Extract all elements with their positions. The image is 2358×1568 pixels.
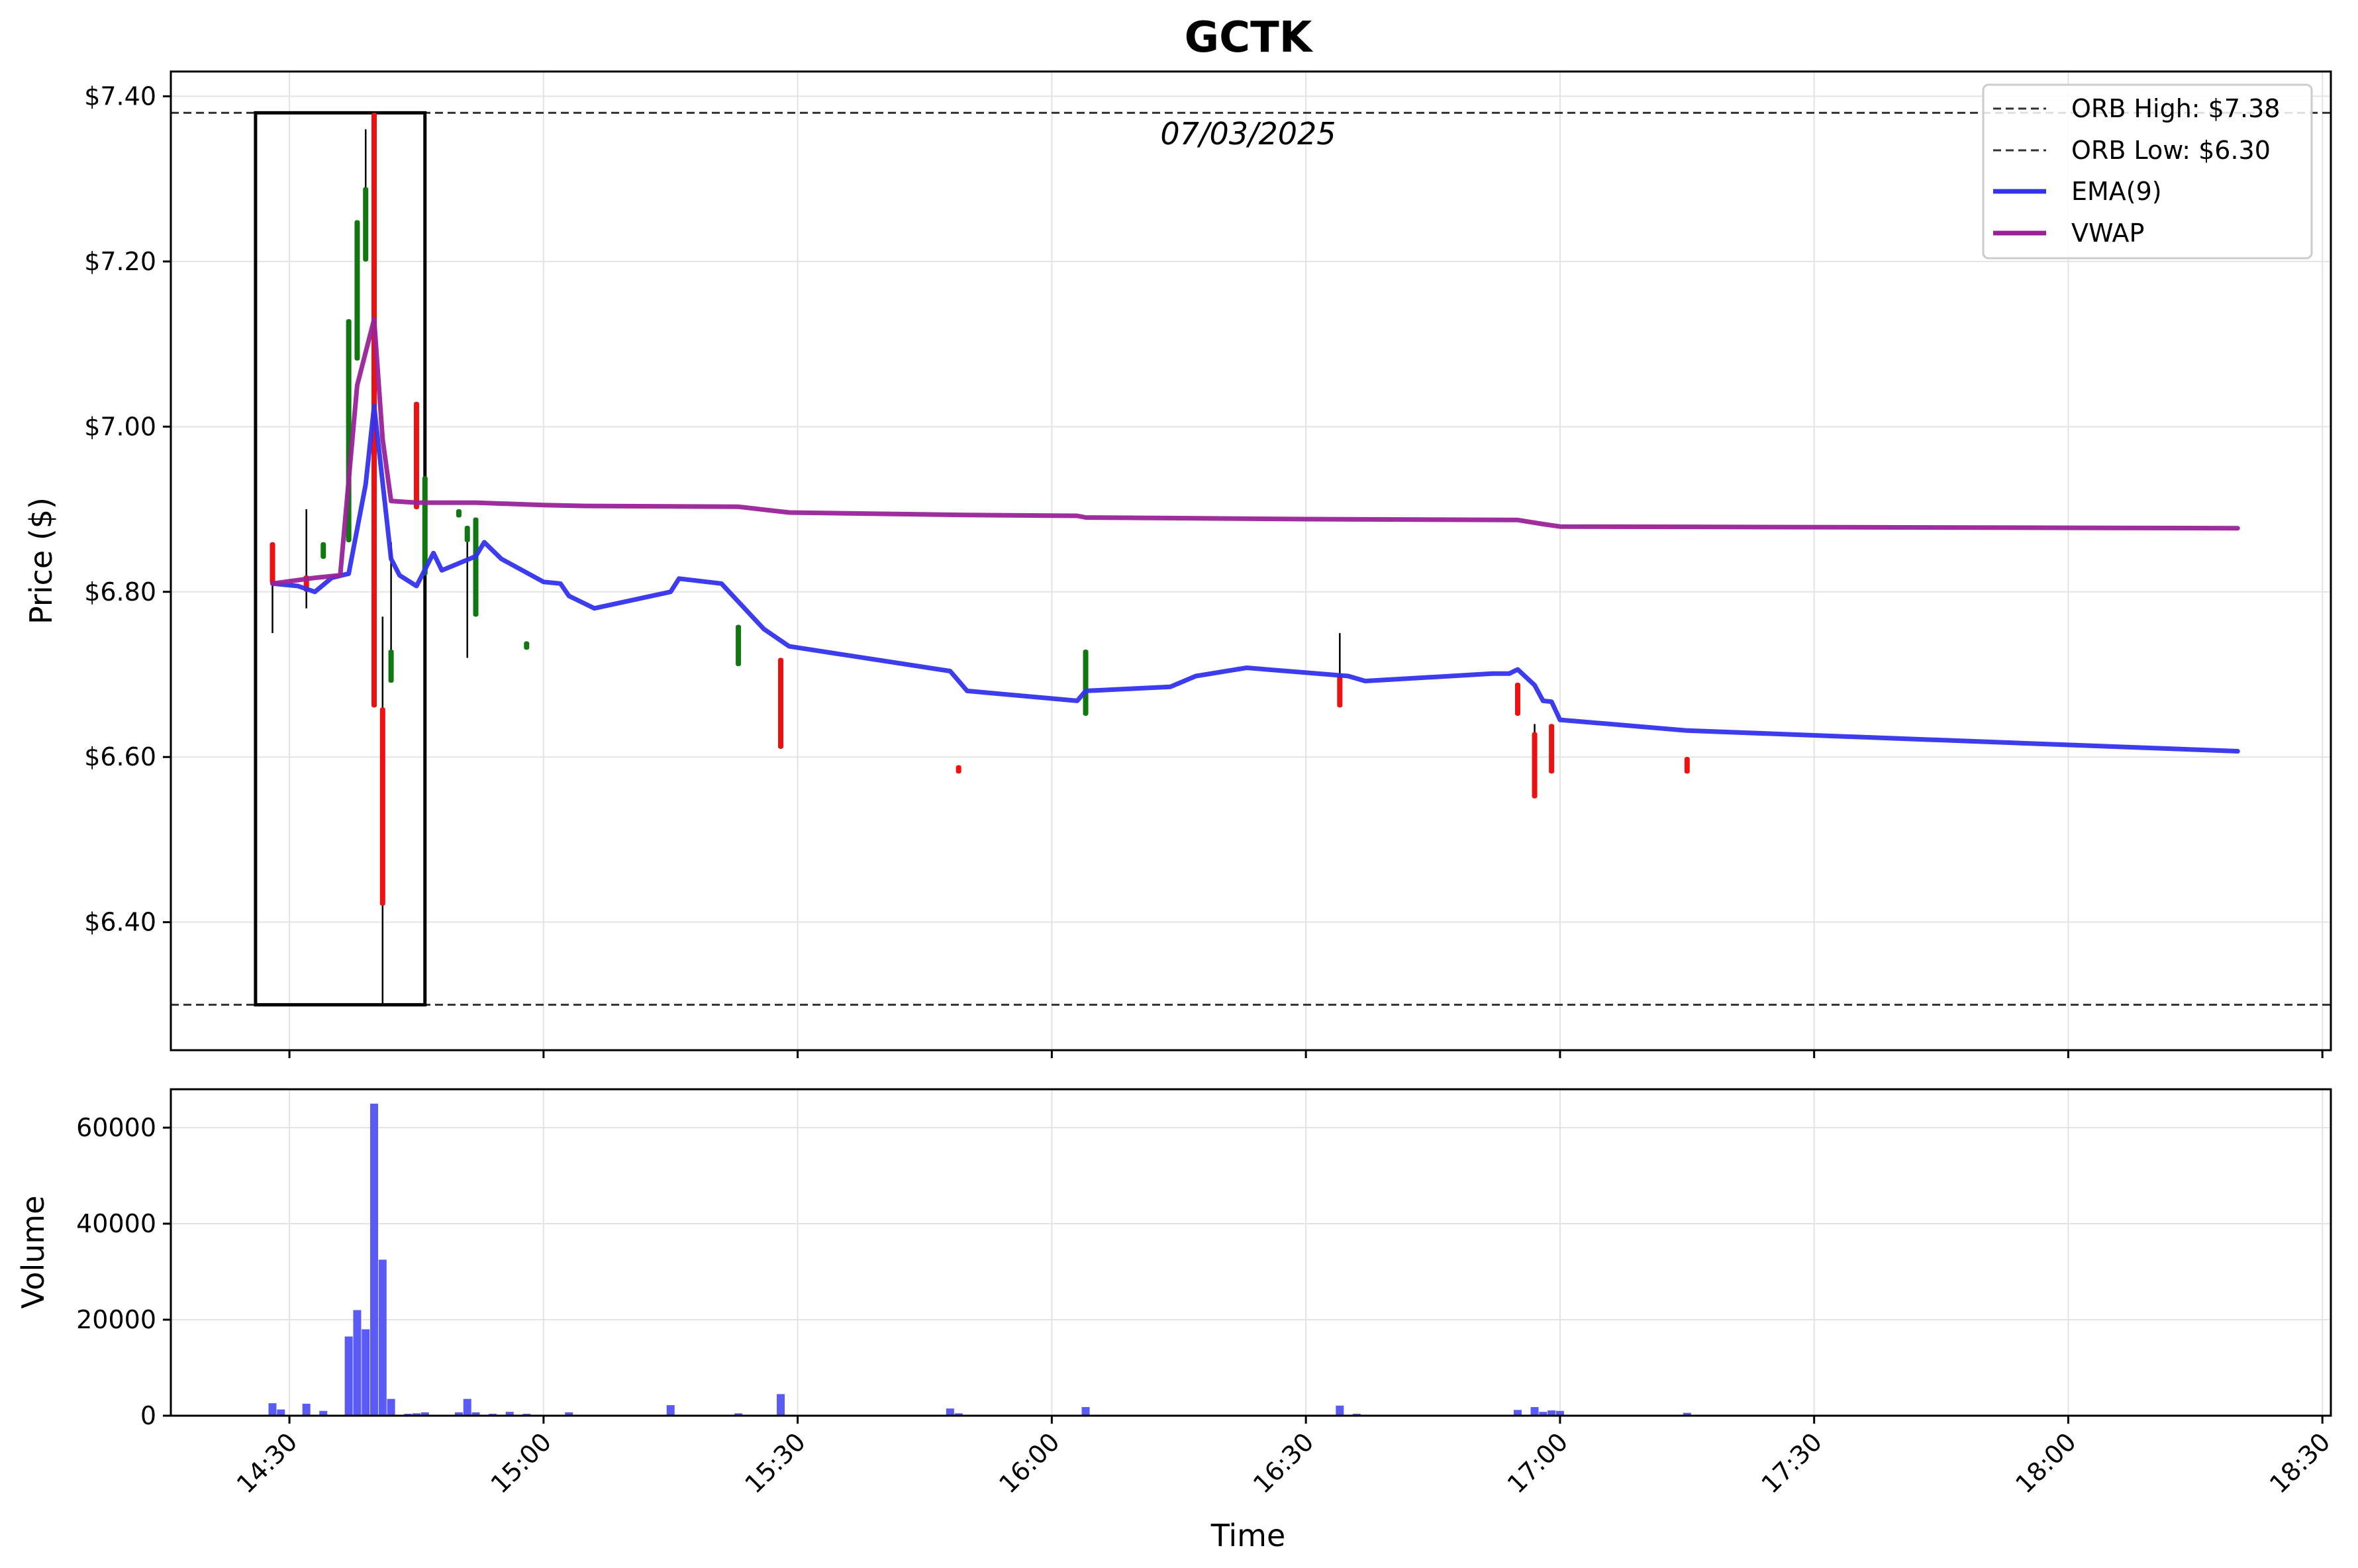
volume-bar (565, 1412, 573, 1416)
candle-body-down (270, 542, 275, 584)
price-y-tick-label: $7.40 (84, 81, 156, 111)
price-y-tick-label: $6.80 (84, 577, 156, 607)
candle-body-down (1684, 757, 1690, 774)
legend-box (1982, 83, 2313, 260)
legend-vwap-label: VWAP (2071, 219, 2144, 248)
volume-y-tick-label: 20000 (76, 1305, 156, 1334)
candle-body-down (1549, 724, 1555, 774)
volume-y-tick-label: 0 (140, 1401, 156, 1430)
legend-ema-label: EMA(9) (2071, 177, 2162, 206)
x-axis-label: Time (1210, 1518, 1286, 1553)
price-panel: 07/03/2025 $6.40 $6.60 $6.80 $7.00 $7.20 $7.4… (23, 70, 2332, 1058)
ema-line (270, 403, 2240, 754)
legend-orb-low-label: ORB Low: $6.30 (2071, 136, 2271, 165)
volume-bar (344, 1336, 353, 1416)
volume-bar (954, 1413, 963, 1416)
volume-bar (1513, 1410, 1522, 1416)
candle-body-up (388, 650, 394, 683)
volume-bar (387, 1398, 395, 1416)
volume-bar (463, 1398, 471, 1416)
volume-bar (378, 1259, 387, 1416)
candle-body-down (379, 707, 385, 906)
price-x-ticks (288, 1050, 2324, 1058)
price-y-ticks: $6.40 $6.60 $6.80 $7.00 $7.20 $7.40 (84, 81, 171, 937)
vwap-line (270, 317, 2240, 586)
volume-bar (946, 1408, 954, 1416)
price-y-tick-label: $6.60 (84, 742, 156, 771)
volume-bar (1530, 1406, 1539, 1416)
candle-body-up (473, 517, 479, 617)
date-annotation: 07/03/2025 (1160, 116, 1336, 152)
volume-bar (362, 1329, 370, 1416)
volume-axes-frame (170, 1088, 2332, 1417)
candle-body-up (456, 509, 462, 518)
volume-bar (1555, 1410, 1564, 1416)
candle-body-up (736, 624, 742, 667)
candle-body-down (1532, 732, 1538, 799)
volume-y-axis-label: Volume (15, 1195, 51, 1308)
candle-body-down (413, 401, 419, 510)
volume-bar (1547, 1410, 1556, 1416)
price-axes-frame (170, 70, 2332, 1052)
volume-y-tick-label: 40000 (76, 1209, 156, 1238)
volume-bar (353, 1310, 362, 1416)
candle-body-up (464, 525, 470, 542)
volume-bar (302, 1403, 311, 1416)
volume-bars (268, 1103, 2242, 1416)
volume-bar (1539, 1412, 1547, 1416)
candle-body-down (956, 765, 961, 774)
legend: ORB High: $7.38 ORB Low: $6.30 EMA(9) VW… (1982, 83, 2313, 260)
indicator-lines (270, 317, 2240, 754)
price-y-tick-label: $6.40 (84, 908, 156, 937)
candle-body-down (778, 658, 784, 749)
price-y-tick-label: $7.20 (84, 247, 156, 276)
candle-body-up (320, 542, 326, 559)
volume-bar (319, 1410, 328, 1416)
volume-bar (666, 1405, 675, 1416)
volume-bar (471, 1412, 480, 1416)
candle-body-up (422, 476, 428, 575)
volume-bar (1683, 1412, 1691, 1416)
candle-body-up (524, 641, 530, 650)
volume-bar (277, 1409, 285, 1416)
volume-bar (412, 1413, 420, 1416)
volume-bar (734, 1413, 743, 1416)
candle-body-up (354, 220, 360, 361)
candle-body-down (1514, 682, 1520, 716)
volume-y-tick-label: 60000 (76, 1113, 156, 1142)
price-y-axis-label: Price ($) (23, 497, 59, 624)
volume-bar (268, 1403, 277, 1416)
volume-bar (370, 1103, 379, 1416)
candle-body-down (1337, 674, 1343, 708)
volume-bar (454, 1412, 463, 1416)
chart-title: GCTK (1185, 13, 1314, 62)
volume-bar (505, 1412, 514, 1416)
legend-orb-high-label: ORB High: $7.38 (2071, 94, 2280, 123)
orb-lines (171, 111, 2331, 1006)
candle-body-up (1083, 650, 1089, 716)
price-y-tick-label: $7.00 (84, 412, 156, 441)
volume-bar (777, 1394, 785, 1416)
volume-y-ticks: 0 20000 40000 60000 (76, 1113, 171, 1430)
volume-bar (1336, 1405, 1344, 1416)
volume-bar (420, 1412, 429, 1416)
candle-body-up (363, 187, 369, 262)
volume-bar (1081, 1406, 1090, 1416)
